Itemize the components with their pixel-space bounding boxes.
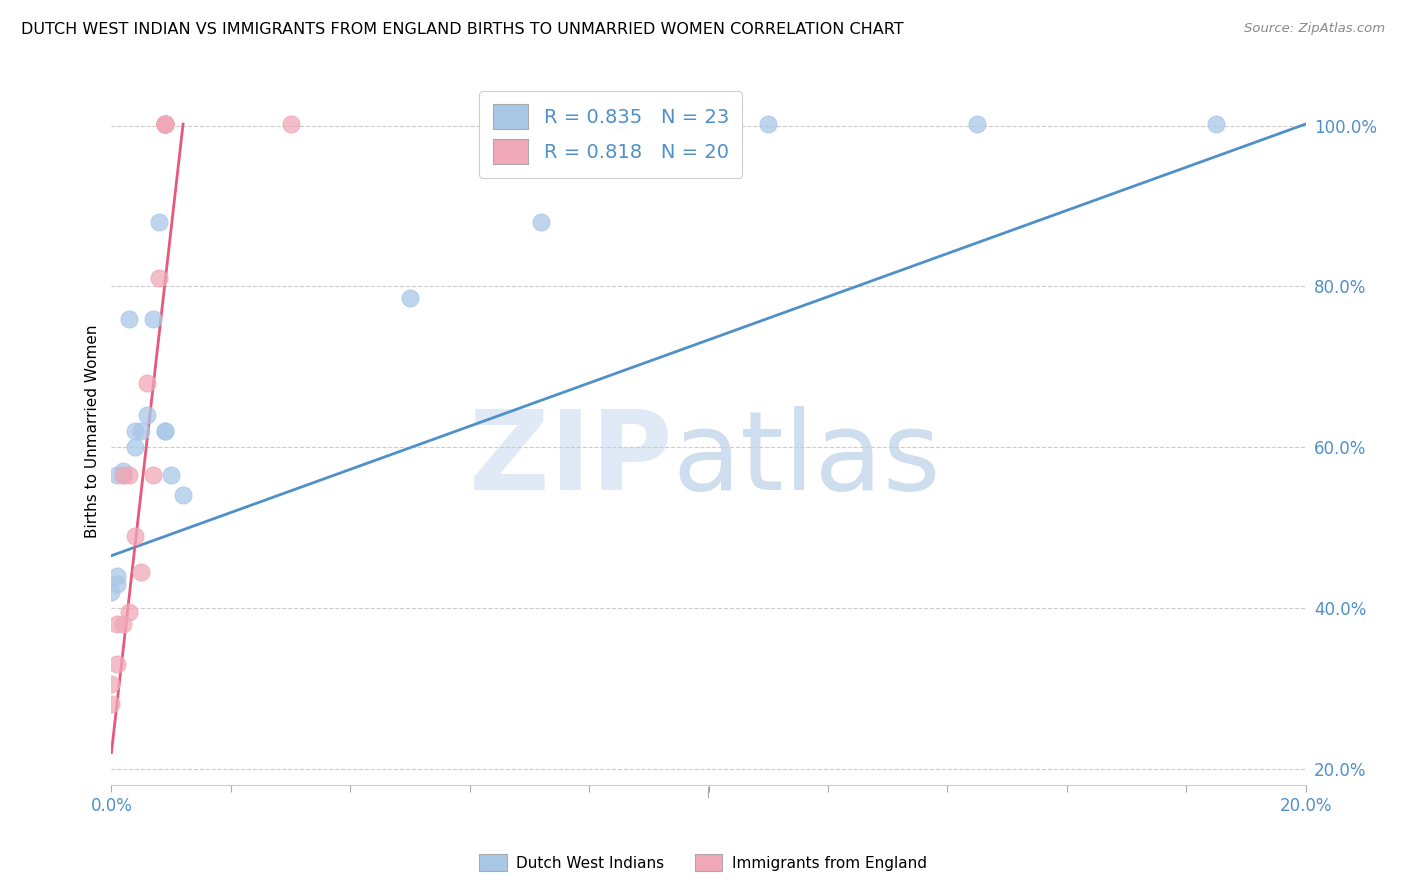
Y-axis label: Births to Unmarried Women: Births to Unmarried Women [86,325,100,538]
Point [112,464,135,478]
Point [148,271,170,285]
Point [105,617,128,632]
Text: DUTCH WEST INDIAN VS IMMIGRANTS FROM ENGLAND BIRTHS TO UNMARRIED WOMEN CORRELATI: DUTCH WEST INDIAN VS IMMIGRANTS FROM ENG… [21,22,904,37]
Point [160,468,183,483]
Legend: R = 0.835   N = 23, R = 0.818   N = 20: R = 0.835 N = 23, R = 0.818 N = 20 [479,91,742,178]
Point [148,215,170,229]
Point [105,576,128,591]
Point [129,565,152,579]
Point [153,117,176,131]
Point [129,424,152,438]
Legend: Dutch West Indians, Immigrants from England: Dutch West Indians, Immigrants from Engl… [474,848,932,877]
Point [142,311,165,326]
Point [105,568,128,582]
Text: atlas: atlas [672,406,941,513]
Point [142,468,165,483]
Point [153,117,176,131]
Point [118,605,141,619]
Point [607,117,630,131]
Point [118,311,141,326]
Text: Source: ZipAtlas.com: Source: ZipAtlas.com [1244,22,1385,36]
Point [112,468,135,483]
Point [530,215,553,229]
Point [280,117,302,131]
Point [105,657,128,672]
Point [112,468,135,483]
Point [105,468,128,483]
Point [153,117,176,131]
Point [399,292,422,306]
Point [136,376,159,390]
Point [966,117,988,131]
Point [112,617,135,632]
Point [756,117,779,131]
Point [100,585,122,599]
Point [136,408,159,422]
Point [153,424,176,438]
Point [118,468,141,483]
Point [172,488,194,502]
Point [124,528,146,542]
Point [153,424,176,438]
Point [153,117,176,131]
Text: ZIP: ZIP [470,406,672,513]
Point [100,677,122,691]
Point [1205,117,1227,131]
Point [153,117,176,131]
Point [153,117,176,131]
Point [124,424,146,438]
Point [100,698,122,712]
Point [124,440,146,454]
